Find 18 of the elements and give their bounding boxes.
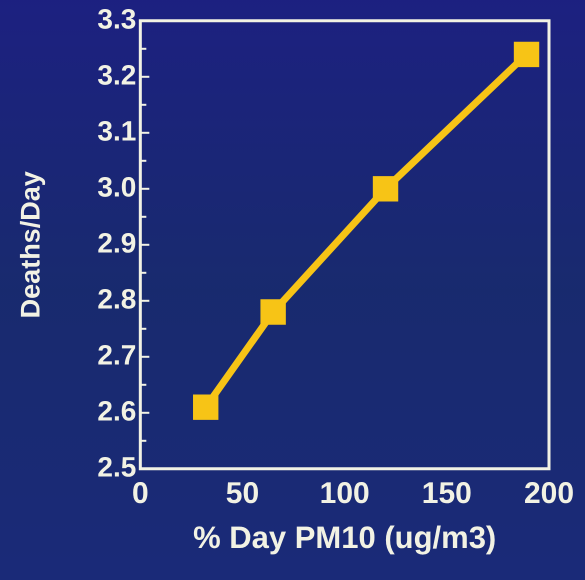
y-tick-label: 2.8 <box>97 284 136 315</box>
y-tick-label: 2.6 <box>97 396 136 427</box>
y-tick-label: 3.0 <box>97 172 136 203</box>
point <box>260 299 286 325</box>
y-axis-title: Deaths/Day <box>16 171 46 318</box>
x-tick-label: 150 <box>422 477 472 510</box>
point <box>514 42 540 68</box>
point <box>193 394 218 420</box>
x-tick-label: 200 <box>524 477 574 510</box>
x-tick-label: 100 <box>320 477 370 510</box>
x-tick-label: 50 <box>226 477 260 510</box>
y-tick-label: 2.9 <box>97 228 136 259</box>
y-tick-label: 2.7 <box>97 340 136 371</box>
y-tick-label: 3.2 <box>97 60 136 91</box>
x-axis-title: % Day PM10 (ug/m3) <box>193 520 496 555</box>
point <box>372 176 398 202</box>
y-tick-label: 3.3 <box>97 4 136 35</box>
y-tick-label: 3.1 <box>97 116 136 147</box>
